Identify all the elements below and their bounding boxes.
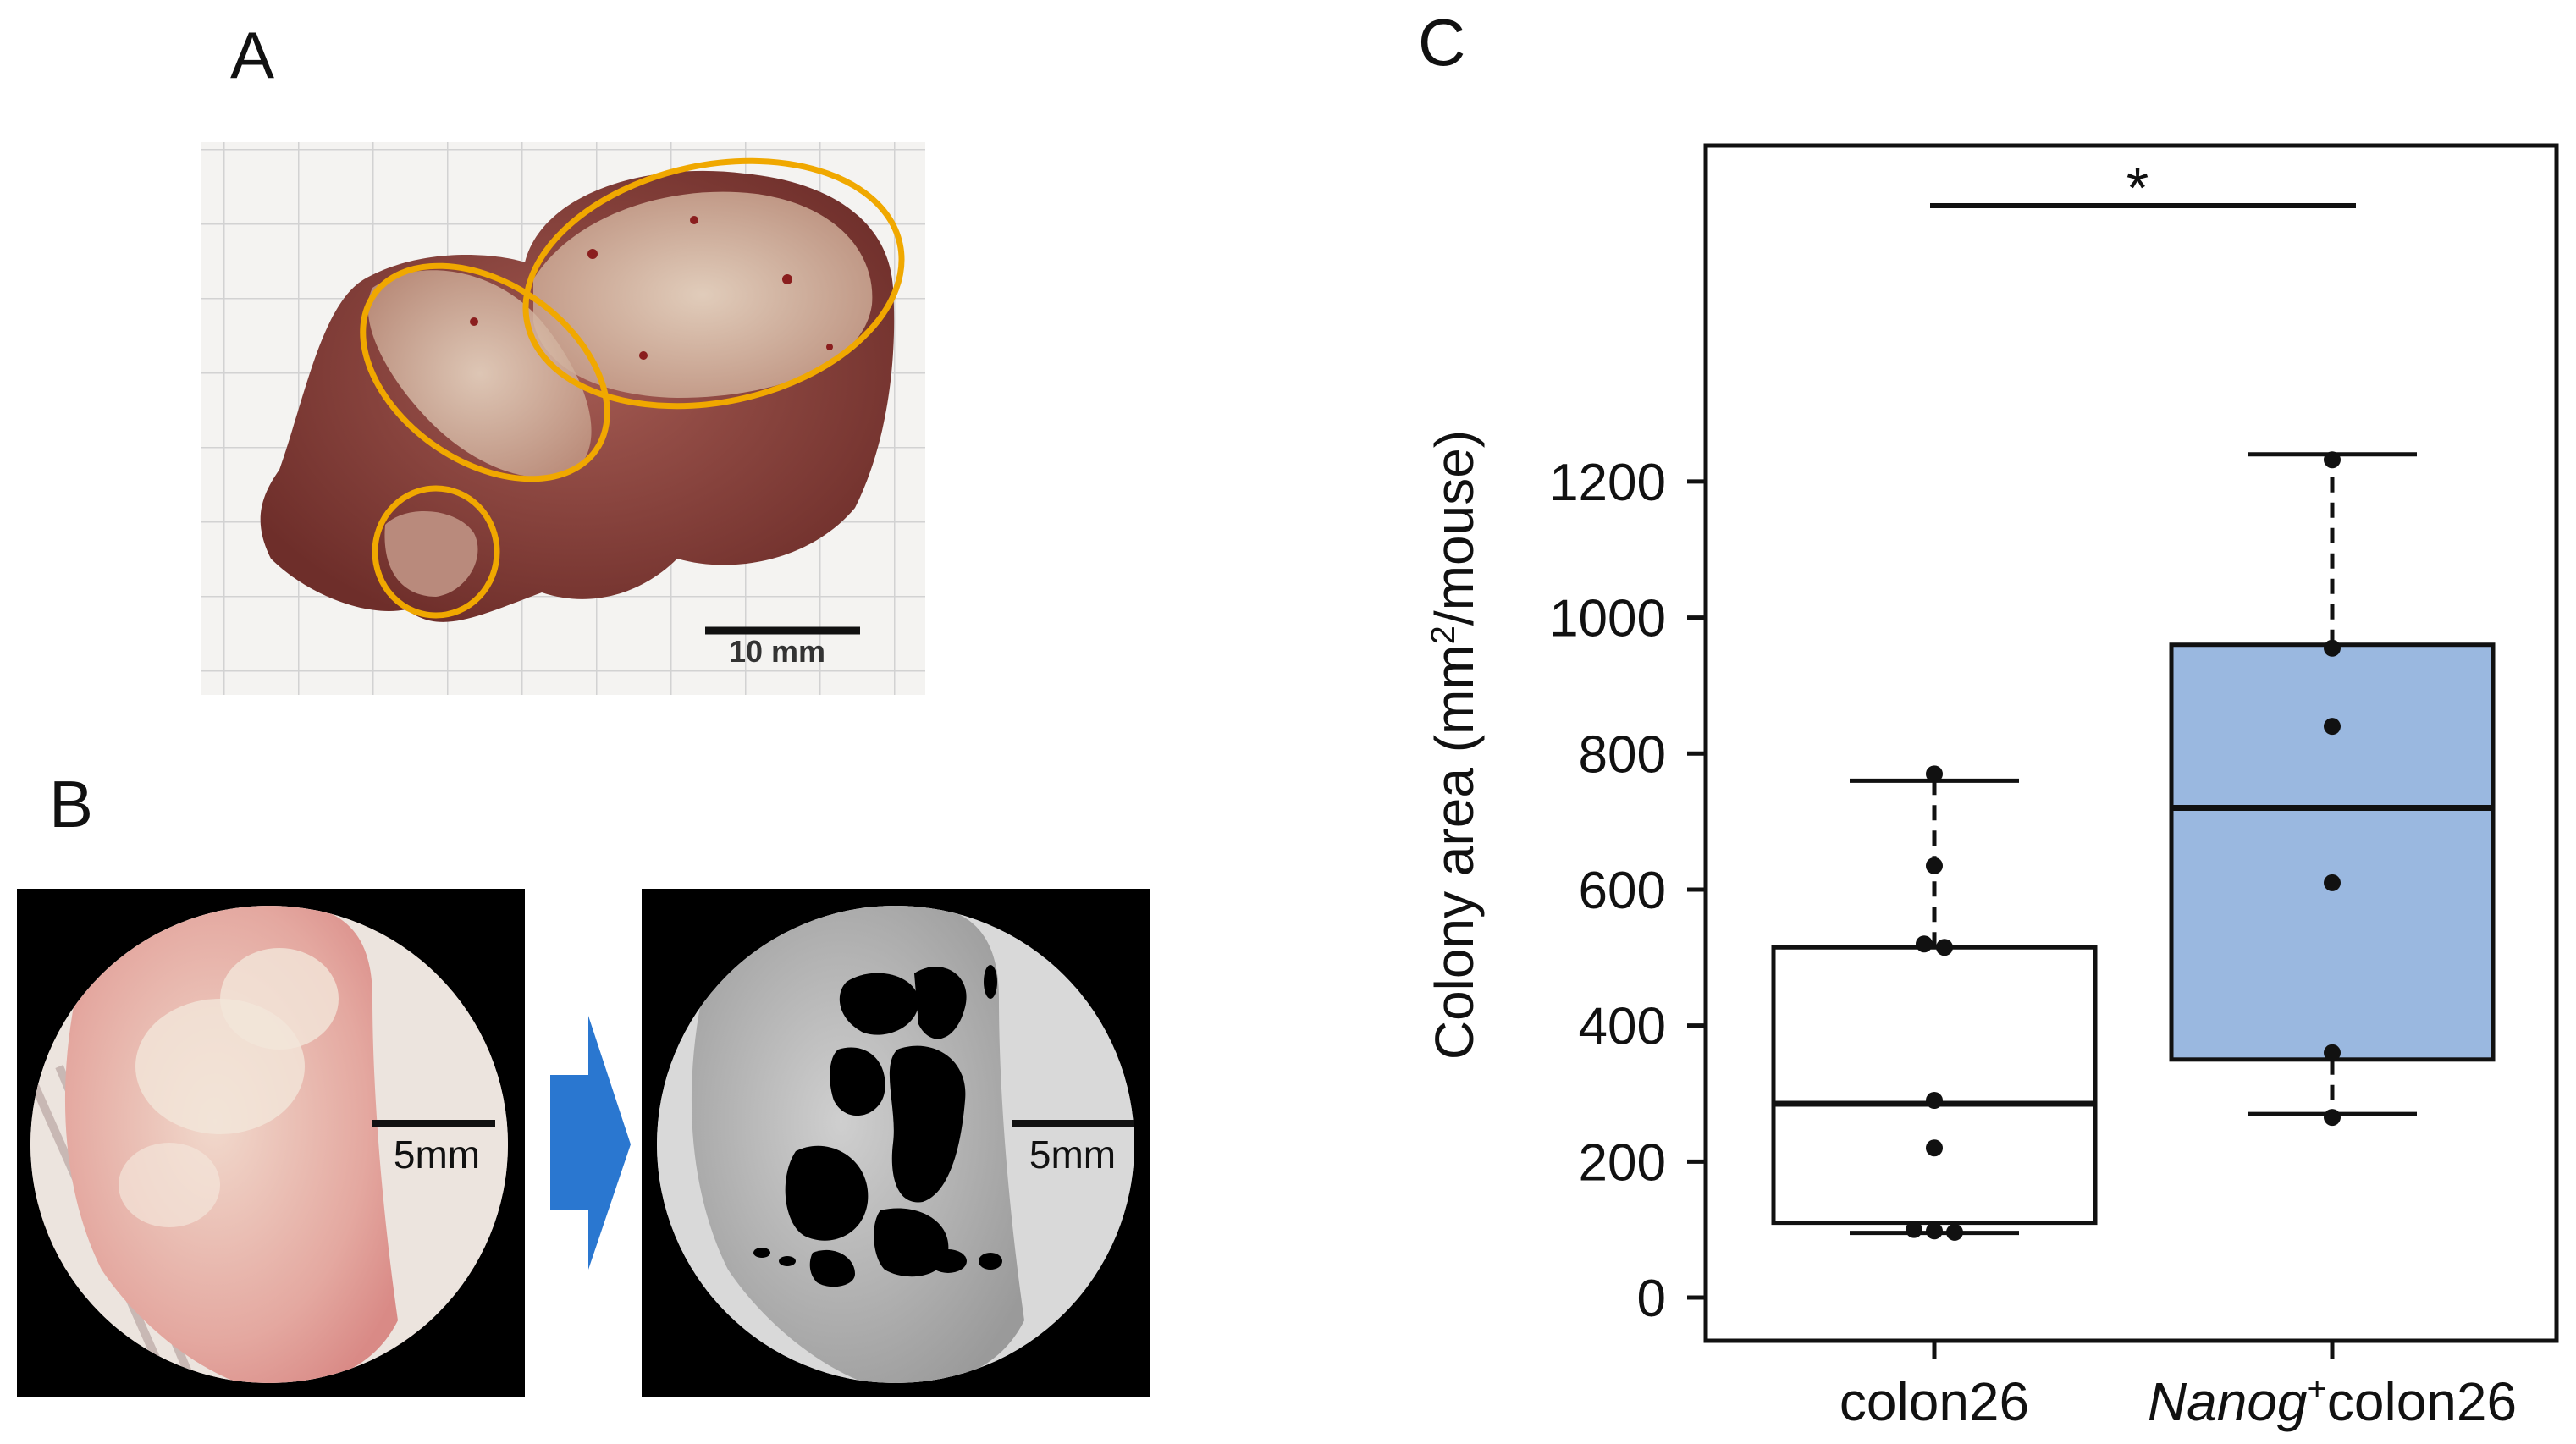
data-points xyxy=(1906,451,2341,1241)
data-point xyxy=(2324,1109,2341,1127)
iqr-box xyxy=(2169,642,2496,1062)
detected-colonies xyxy=(753,965,1002,1287)
tumor-region-large xyxy=(533,191,873,398)
plot-frame xyxy=(1703,143,2559,1343)
data-point xyxy=(2324,874,2341,891)
y-tick-label: 400 xyxy=(1579,998,1666,1056)
x-category-label: colon26 xyxy=(1840,1371,2029,1432)
significance-marker: * xyxy=(2126,156,2149,220)
y-tick-label: 800 xyxy=(1579,725,1666,784)
data-point xyxy=(2324,451,2341,469)
annotation-ellipse-medium xyxy=(360,262,610,482)
panel-b-label: B xyxy=(49,767,94,841)
y-tick-label: 1200 xyxy=(1549,454,1666,512)
data-point xyxy=(1926,765,1943,783)
data-point xyxy=(1926,857,1943,874)
iqr-box xyxy=(1771,945,2098,1226)
data-point xyxy=(2324,718,2341,736)
panel-b-right-image: 5mm xyxy=(642,889,1150,1397)
y-axis-label: Colony area (mm2/mouse) xyxy=(1424,430,1485,1060)
data-point xyxy=(1916,935,1933,953)
x-axis: colon26 Nanog+colon26 xyxy=(1840,1341,2517,1432)
x-category-label-plain: colon26 xyxy=(2327,1371,2517,1432)
data-point xyxy=(1906,1221,1922,1238)
scale-bar-a-label: 10 mm xyxy=(729,634,825,669)
y-axis-label-sup: 2 xyxy=(1425,626,1462,644)
annotation-ellipse-large xyxy=(522,157,905,410)
data-point xyxy=(2324,639,2341,657)
tumor-region-medium xyxy=(367,270,592,477)
scale-bar-b-left-label: 5mm xyxy=(394,1133,480,1177)
data-point xyxy=(1936,939,1953,956)
x-category-label-sup: + xyxy=(2308,1370,2327,1408)
data-point xyxy=(1926,1139,1943,1157)
arrow-right-icon xyxy=(550,1016,631,1270)
x-category-label-italic: Nanog xyxy=(2148,1371,2308,1432)
x-category-label-plain: colon26 xyxy=(1840,1371,2029,1432)
panel-a-label: A xyxy=(230,18,275,92)
tumor-region-small xyxy=(384,510,478,597)
y-tick-label: 0 xyxy=(1637,1270,1666,1328)
x-category-label: Nanog+colon26 xyxy=(2148,1370,2517,1432)
y-axis-label-main: Colony area (mm xyxy=(1424,644,1485,1060)
y-axis: 0 200 400 600 800 1000 1200 xyxy=(1549,454,1706,1328)
panel-a-photo: 10 mm xyxy=(201,142,925,695)
scale-bar-b-right-label: 5mm xyxy=(1029,1133,1116,1177)
panel-b-left-image: 5mm xyxy=(17,889,525,1397)
y-tick-label: 600 xyxy=(1579,862,1666,920)
y-axis-label-tail: /mouse) xyxy=(1424,430,1485,626)
data-point xyxy=(2324,1044,2341,1061)
y-tick-label: 1000 xyxy=(1549,590,1666,648)
panel-c-label: C xyxy=(1418,5,1466,80)
data-point xyxy=(1946,1223,1963,1241)
boxes xyxy=(1771,452,2496,1236)
data-point xyxy=(1926,1092,1943,1110)
y-tick-label: 200 xyxy=(1579,1133,1666,1192)
annotation-ellipse-small xyxy=(372,485,500,619)
data-point xyxy=(1926,1222,1943,1240)
